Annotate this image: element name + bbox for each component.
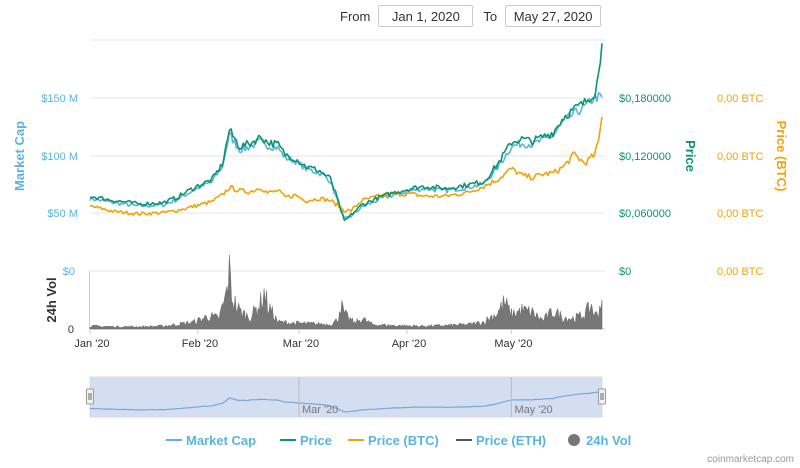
price-btc-axis: 0,00 BTC 0,00 BTC 0,00 BTC: [717, 93, 764, 220]
navigator-right-handle[interactable]: [598, 388, 606, 405]
navigator-tick-label: May '20: [514, 404, 552, 416]
price-btc-line: [89, 116, 603, 216]
volume-price-tick: $0: [619, 266, 631, 278]
legend-label: Price (ETH): [476, 433, 546, 448]
market-cap-tick: $50 M: [47, 208, 78, 220]
legend: Market Cap Price Price (BTC) Price (ETH)…: [166, 433, 631, 448]
credit: coinmarketcap.com: [707, 454, 794, 465]
volume-series: [89, 254, 603, 330]
price-btc-axis-title: Price (BTC): [774, 121, 789, 192]
x-axis: Jan '20 Feb '20 Mar '20 Apr '20 May '20: [74, 329, 533, 350]
navigator-selection[interactable]: [90, 377, 602, 417]
navigator-line: [89, 391, 603, 413]
volume-axis: $0 0: [63, 266, 75, 336]
to-label: To: [483, 8, 498, 24]
legend-label: 24h Vol: [586, 433, 631, 448]
price-btc-tick: 0,00 BTC: [717, 151, 764, 163]
price-axis: $0,180000 $0,120000 $0,060000: [619, 93, 671, 220]
date-range-selector: From To: [340, 5, 602, 27]
navigator-left-handle[interactable]: [86, 388, 94, 405]
legend-label: Market Cap: [186, 433, 256, 448]
market-cap-axis: $150 M $100 M $50 M: [41, 93, 78, 220]
navigator-tick-label: Mar '20: [302, 404, 338, 416]
x-tick-label: Feb '20: [182, 338, 218, 350]
price-line: [89, 43, 603, 221]
legend-item-market-cap[interactable]: Market Cap: [166, 433, 256, 448]
navigator-series: [89, 391, 603, 413]
legend-label: Price: [300, 433, 332, 448]
from-date-input[interactable]: [378, 5, 474, 27]
price-axis-title: Price: [683, 140, 698, 172]
volume-btc-tick: 0,00 BTC: [717, 266, 764, 278]
x-tick-label: Mar '20: [283, 338, 319, 350]
x-tick-label: May '20: [494, 338, 532, 350]
grid-lines: [89, 39, 605, 330]
market-cap-axis-title: Market Cap: [12, 121, 27, 191]
legend-item-price[interactable]: Price: [280, 433, 332, 448]
from-label: From: [340, 8, 371, 24]
price-tick: $0,060000: [619, 208, 671, 220]
price-tick: $0,180000: [619, 93, 671, 105]
legend-item-24h-vol[interactable]: 24h Vol: [568, 433, 631, 448]
x-tick-label: Jan '20: [74, 338, 109, 350]
legend-item-price-btc[interactable]: Price (BTC): [348, 433, 439, 448]
market-cap-tick: $100 M: [41, 151, 78, 163]
price-tick: $0,120000: [619, 151, 671, 163]
legend-label: Price (BTC): [368, 433, 439, 448]
to-date-input[interactable]: [505, 5, 602, 27]
price-series-group: [89, 43, 603, 221]
price-btc-tick: 0,00 BTC: [717, 93, 764, 105]
navigator[interactable]: Mar '20 May '20: [86, 376, 606, 418]
x-tick-label: Apr '20: [392, 338, 427, 350]
volume-tick: 0: [68, 324, 74, 336]
volume-axis-title: 24h Vol: [44, 277, 59, 322]
navigator-x-axis: Mar '20 May '20: [298, 377, 553, 417]
volume-area: [89, 254, 603, 330]
market-cap-tick: $150 M: [41, 93, 78, 105]
price-btc-tick: 0,00 BTC: [717, 208, 764, 220]
legend-item-price-eth[interactable]: Price (ETH): [456, 433, 546, 448]
volume-tick: $0: [63, 266, 75, 278]
market-cap-line: [89, 92, 603, 219]
